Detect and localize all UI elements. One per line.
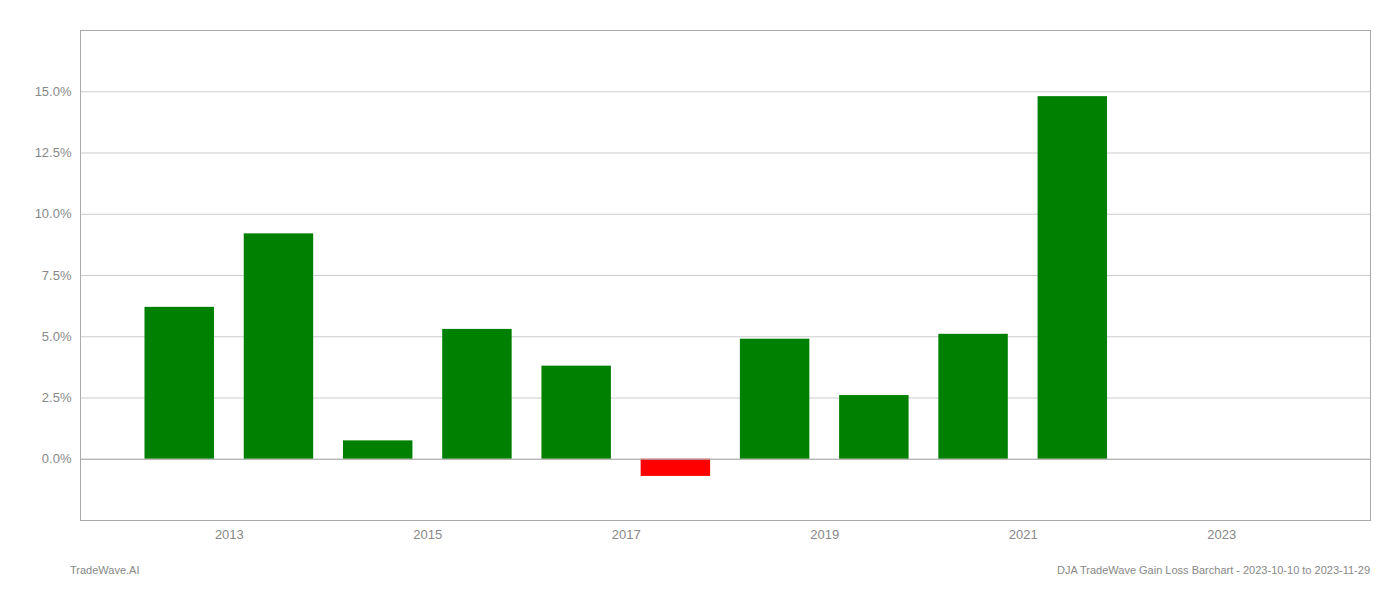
svg-text:15.0%: 15.0% <box>35 84 72 99</box>
svg-text:10.0%: 10.0% <box>35 206 72 221</box>
svg-text:5.0%: 5.0% <box>42 329 72 344</box>
html-text:TradeWave.AI: TradeWave.AI <box>70 564 140 576</box>
svg-text:2013: 2013 <box>215 527 244 542</box>
svg-text:2023: 2023 <box>1207 527 1236 542</box>
svg-text:0.0%: 0.0% <box>42 451 72 466</box>
svg-text:2019: 2019 <box>810 527 839 542</box>
svg-text:2.5%: 2.5% <box>42 390 72 405</box>
html-text:DJA TradeWave Gain Loss Barcha: DJA TradeWave Gain Loss Barchart - 2023-… <box>1056 564 1370 576</box>
svg-text:7.5%: 7.5% <box>42 268 72 283</box>
svg-text:2021: 2021 <box>1009 527 1038 542</box>
svg-text:12.5%: 12.5% <box>35 145 72 160</box>
svg-text:2015: 2015 <box>413 527 442 542</box>
svg-text:2017: 2017 <box>612 527 641 542</box>
